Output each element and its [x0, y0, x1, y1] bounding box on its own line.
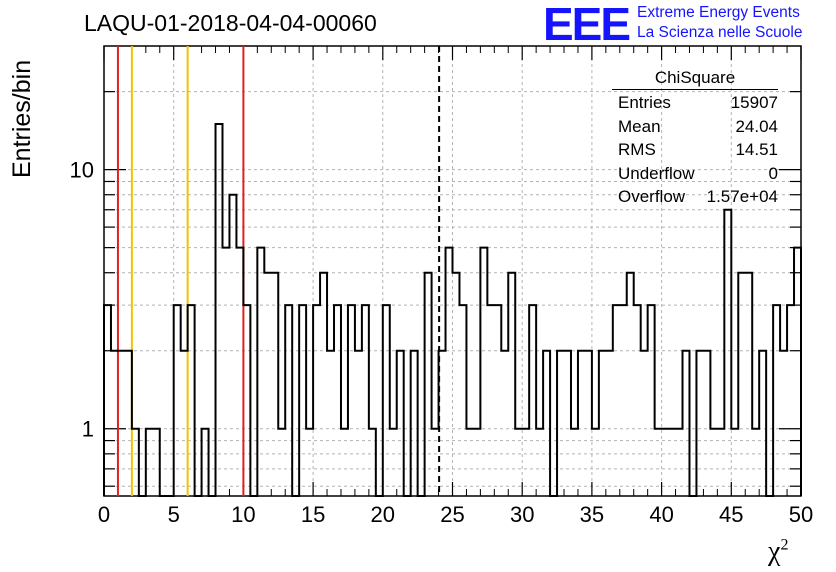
stats-value: 0 [768, 163, 778, 183]
stats-row-rms: RMS 14.51 [612, 138, 778, 162]
x-tick-label: 5 [168, 502, 180, 527]
stats-label: Entries [618, 93, 671, 112]
x-tick-label: 15 [301, 502, 325, 527]
x-tick-label: 35 [580, 502, 604, 527]
stats-label: Mean [618, 116, 661, 136]
stats-value: 1.57e+04 [706, 187, 778, 206]
stats-row-underflow: Underflow 0 [612, 162, 778, 186]
y-tick-label: 10 [70, 158, 94, 183]
stats-row-mean: Mean 24.04 [612, 115, 778, 139]
stats-row-overflow: Overflow 1.57e+04 [612, 185, 778, 209]
stats-label: RMS [618, 140, 656, 159]
x-tick-label: 25 [440, 502, 464, 527]
x-axis-label-symbol: χ [768, 536, 781, 567]
x-tick-label: 20 [371, 502, 395, 527]
stats-value: 14.51 [735, 140, 778, 159]
eee-logo: EEE [543, 0, 631, 50]
stats-value: 24.04 [735, 116, 778, 136]
y-tick-label: 1 [82, 417, 94, 442]
stats-title: ChiSquare [612, 68, 778, 90]
stats-row-entries: Entries 15907 [612, 91, 778, 115]
x-tick-label: 45 [719, 502, 743, 527]
logo-line-2: La Scienza nelle Scuole [637, 24, 803, 41]
logo-line-1: Extreme Energy Events [637, 4, 800, 21]
x-axis-label: χ2 [768, 536, 788, 568]
x-tick-label: 50 [789, 502, 813, 527]
x-tick-label: 30 [510, 502, 534, 527]
x-tick-label: 40 [649, 502, 673, 527]
histogram-outline [103, 122, 802, 497]
stats-label: Underflow [618, 163, 695, 183]
x-tick-label: 10 [231, 502, 255, 527]
stats-value: 15907 [730, 93, 778, 112]
plot-title: LAQU-01-2018-04-04-00060 [84, 10, 377, 36]
x-axis-label-exponent: 2 [780, 536, 789, 554]
y-axis-label: Entries/bin [8, 59, 36, 178]
stats-label: Overflow [618, 187, 686, 206]
x-tick-label: 0 [98, 502, 110, 527]
axis-tick-labels: 0 5 10 15 20 25 30 35 40 45 50 1 10 [70, 158, 814, 527]
stats-box: ChiSquare Entries 15907 Mean 24.04 RMS 14.5… [612, 68, 778, 209]
